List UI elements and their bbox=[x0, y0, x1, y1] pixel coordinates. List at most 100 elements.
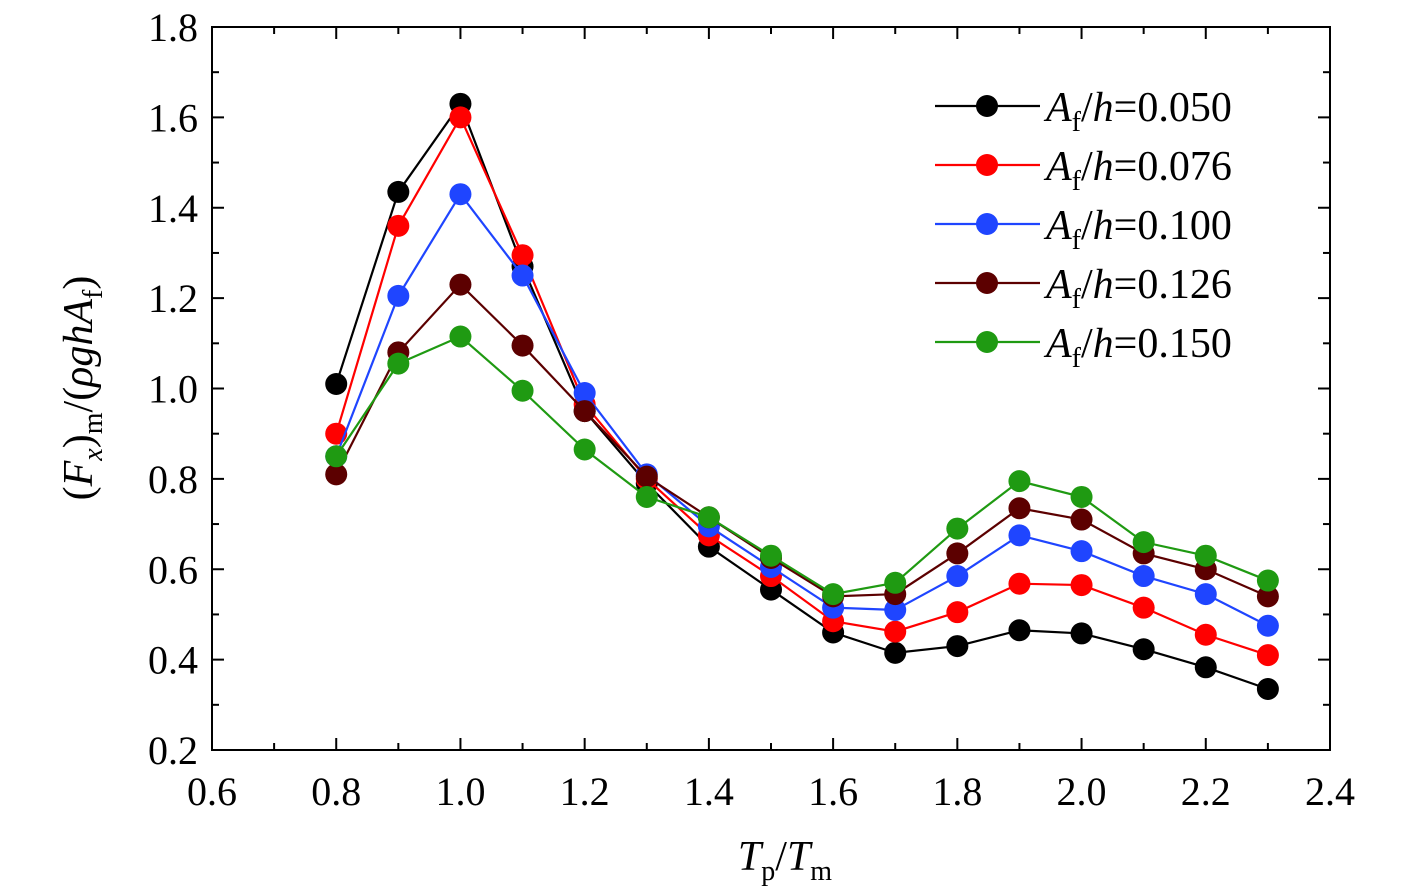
data-point bbox=[511, 379, 534, 402]
x-tick-label: 1.2 bbox=[560, 769, 610, 814]
data-point bbox=[511, 244, 534, 267]
x-tick-label: 1.4 bbox=[684, 769, 734, 814]
legend-item: Af/h=0.076 bbox=[935, 144, 1232, 197]
legend-marker bbox=[976, 331, 998, 353]
data-point bbox=[760, 544, 782, 567]
series-line bbox=[335, 282, 1269, 598]
data-point bbox=[387, 180, 410, 203]
data-point bbox=[884, 571, 907, 594]
legend-marker bbox=[976, 272, 998, 294]
data-point bbox=[697, 506, 720, 529]
y-axis-title: (Fx)m/(ρghAf) bbox=[56, 276, 109, 501]
data-point bbox=[884, 620, 907, 643]
data-point bbox=[449, 106, 472, 129]
data-point bbox=[1070, 622, 1093, 645]
data-point bbox=[511, 264, 534, 287]
data-point bbox=[946, 517, 969, 540]
series-5 bbox=[325, 325, 1279, 606]
legend-label: Af/h=0.050 bbox=[1043, 85, 1232, 138]
series-line bbox=[335, 335, 1269, 596]
data-point bbox=[449, 183, 472, 206]
x-tick-label: 2.2 bbox=[1181, 769, 1231, 814]
series-line bbox=[335, 114, 1269, 657]
data-point bbox=[635, 465, 658, 488]
data-point bbox=[1070, 508, 1093, 531]
data-point bbox=[1256, 585, 1279, 608]
data-point bbox=[387, 352, 410, 375]
data-point bbox=[884, 598, 907, 621]
data-point bbox=[1070, 540, 1093, 563]
data-point bbox=[449, 273, 472, 296]
x-tick-label: 0.6 bbox=[187, 769, 237, 814]
data-point bbox=[387, 284, 410, 307]
data-point bbox=[325, 463, 348, 486]
data-point bbox=[1256, 569, 1279, 592]
y-tick-label: 0.8 bbox=[148, 457, 198, 502]
y-tick-label: 1.8 bbox=[148, 5, 198, 50]
series-3 bbox=[325, 183, 1279, 637]
data-point bbox=[946, 565, 969, 588]
legend-item: Af/h=0.150 bbox=[935, 321, 1232, 374]
y-tick-label: 1.2 bbox=[148, 276, 198, 321]
data-point bbox=[946, 635, 969, 658]
data-point bbox=[573, 438, 596, 461]
data-point bbox=[573, 400, 596, 423]
data-point bbox=[1070, 485, 1093, 508]
axis-ticks-group: 0.6 0.8 1.0 1.2 1.4 1.6 1.8 2.0 2.2 2.4 0.2 0.4 0.6 0… bbox=[148, 5, 1355, 814]
data-point bbox=[1194, 544, 1217, 567]
data-point bbox=[1008, 470, 1031, 493]
y-tick-label: 1.4 bbox=[148, 186, 198, 231]
legend-item: Af/h=0.126 bbox=[935, 262, 1232, 315]
data-point bbox=[1256, 677, 1279, 700]
data-point bbox=[1132, 638, 1155, 661]
legend-label: Af/h=0.150 bbox=[1043, 321, 1232, 374]
data-point bbox=[325, 372, 348, 395]
data-point bbox=[946, 601, 969, 624]
y-tick-label: 0.4 bbox=[148, 638, 198, 683]
legend-label: Af/h=0.076 bbox=[1043, 144, 1232, 197]
data-point bbox=[884, 641, 907, 664]
y-tick-label: 1.6 bbox=[148, 95, 198, 140]
data-point bbox=[1008, 572, 1031, 595]
legend-marker bbox=[976, 154, 998, 176]
x-tick-label: 1.6 bbox=[808, 769, 858, 814]
data-point bbox=[511, 334, 534, 357]
data-point bbox=[1070, 574, 1093, 597]
y-tick-label: 1.0 bbox=[148, 367, 198, 412]
legend-label: Af/h=0.126 bbox=[1043, 262, 1232, 315]
data-point bbox=[822, 583, 845, 606]
legend-item: Af/h=0.050 bbox=[935, 85, 1232, 138]
data-point bbox=[1008, 497, 1031, 520]
legend-marker bbox=[976, 213, 998, 235]
data-point bbox=[1008, 619, 1031, 642]
legend-item: Af/h=0.100 bbox=[935, 203, 1232, 256]
x-tick-label: 2.4 bbox=[1305, 769, 1355, 814]
data-point bbox=[1194, 656, 1217, 679]
data-point bbox=[449, 325, 472, 348]
x-tick-label: 1.8 bbox=[932, 769, 982, 814]
legend-label: Af/h=0.100 bbox=[1043, 203, 1232, 256]
x-tick-label: 1.0 bbox=[435, 769, 485, 814]
data-point bbox=[946, 542, 969, 565]
data-point bbox=[1132, 531, 1155, 554]
series-group bbox=[325, 92, 1279, 700]
data-point bbox=[1132, 565, 1155, 588]
y-tick-label: 0.6 bbox=[148, 547, 198, 592]
x-tick-label: 0.8 bbox=[311, 769, 361, 814]
series-line bbox=[335, 192, 1269, 627]
data-point bbox=[1008, 524, 1031, 547]
data-point bbox=[325, 445, 348, 468]
x-axis-title: Tp/Tm bbox=[738, 834, 832, 887]
data-point bbox=[1256, 644, 1279, 667]
data-point bbox=[1194, 623, 1217, 646]
data-point bbox=[635, 485, 658, 508]
legend-marker bbox=[976, 95, 998, 117]
data-point bbox=[1132, 596, 1155, 619]
data-point bbox=[387, 214, 410, 237]
data-point bbox=[1256, 614, 1279, 637]
y-tick-label: 0.2 bbox=[148, 728, 198, 773]
data-point bbox=[1194, 583, 1217, 606]
data-point bbox=[573, 382, 596, 405]
legend: Af/h=0.050 Af/h=0.076 Af/h=0.100 Af/h=0.126… bbox=[935, 85, 1232, 374]
